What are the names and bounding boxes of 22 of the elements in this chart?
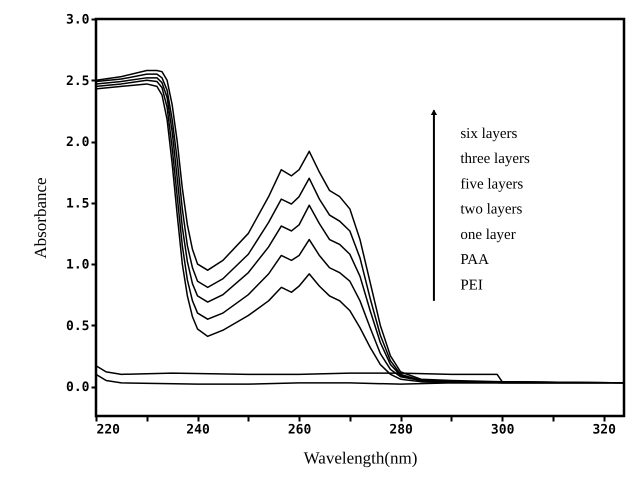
y-tick-label: 1.5 [66,196,90,212]
annotation: three layers [460,151,530,168]
y-tick-label: 0.0 [66,380,90,396]
annotation: five layers [460,176,524,192]
y-tick-label: 1.0 [66,258,90,273]
y-tick-label: 2.5 [66,74,90,89]
annotation: PEI [460,277,483,294]
x-tick-label: 320 [592,422,616,438]
x-axis-title: Wavelength(nm) [304,448,418,468]
y-tick-label: 2.0 [66,135,90,150]
x-tick-label: 260 [288,422,312,438]
y-tick-label: 3.0 [66,12,90,28]
x-tick-label: 300 [490,422,515,438]
y-axis-title: Absorbance [31,177,50,259]
x-tick-label: 220 [96,422,120,438]
annotation: one layer [460,226,516,243]
annotation: two layers [460,202,523,218]
y-tick-label: 0.5 [66,318,90,334]
x-tick-label: 240 [186,422,210,438]
annotation: PAA [460,252,490,268]
x-tick-label: 280 [389,422,414,438]
annotation: six layers [460,126,518,142]
